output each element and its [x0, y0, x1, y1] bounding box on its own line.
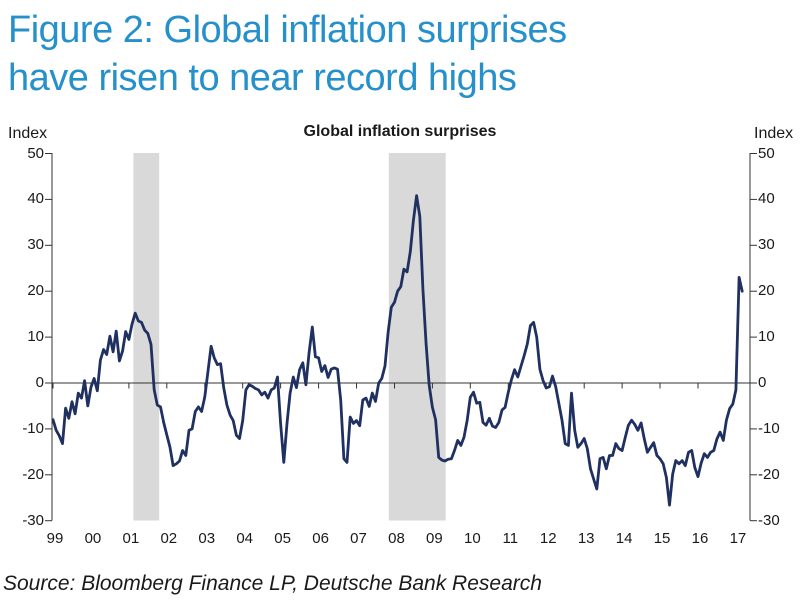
y-tick-label-right: 10 [758, 328, 775, 346]
figure-title-line1: Figure 2: Global inflation surprises [8, 9, 567, 51]
recession-band [388, 153, 446, 521]
y-axis-title-right: Index [754, 125, 794, 142]
x-tick-label: 15 [653, 530, 671, 547]
chart-title: Global inflation surprises [303, 123, 497, 140]
x-tick-label: 99 [46, 530, 64, 547]
y-tick-label-right: 20 [758, 282, 775, 300]
y-tick-label-right: 40 [758, 190, 775, 208]
recession-band [133, 153, 160, 521]
y-tick-label-left: -20 [22, 465, 44, 483]
y-tick-label-left: 20 [27, 282, 44, 300]
x-tick-label: 16 [691, 530, 709, 547]
x-tick-label: 07 [350, 530, 367, 547]
x-tick-label: 02 [160, 530, 178, 547]
figure-title-line2: have risen to near record highs [8, 57, 517, 99]
x-axis-tick-labels: 99 00 01 02 03 04 05 06 07 08 09 10 11 12 13 14 15 16 17 [0, 530, 800, 550]
y-tick-label-right: 30 [758, 236, 775, 254]
x-tick-label: 12 [539, 530, 557, 547]
y-tick-label-left: 30 [27, 236, 44, 254]
y-tick-label-left: 10 [27, 328, 44, 346]
y-tick-label-left: 50 [27, 144, 44, 162]
y-tick-label-right: -20 [758, 465, 780, 483]
series-line [51, 194, 744, 507]
x-tick-label: 01 [122, 530, 140, 547]
x-tick-label: 08 [388, 530, 405, 547]
y-tick-label-right: -30 [758, 511, 780, 529]
source-text: Source: Bloomberg Finance LP, Deutsche B… [3, 572, 542, 595]
y-axis-tick-labels-left: 50 40 30 20 10 0 -10 -20 -30 [0, 0, 44, 606]
x-tick-label: 11 [502, 530, 519, 547]
x-tick-label: 04 [236, 530, 254, 547]
y-tick-label-left: -30 [22, 511, 44, 529]
figure-title: Figure 2: Global inflation surprises hav… [8, 6, 788, 102]
y-axis-title-left: Index [8, 125, 48, 142]
x-tick-label: 17 [729, 530, 747, 547]
x-tick-label: 05 [274, 530, 291, 547]
y-tick-label-left: -10 [22, 419, 44, 437]
y-axis-tick-labels-right: 50 40 30 20 10 0 -10 -20 -30 [758, 0, 800, 606]
y-tick-label-left: 40 [27, 190, 44, 208]
x-tick-label: 14 [615, 530, 633, 547]
y-tick-label-right: -10 [758, 419, 780, 437]
x-tick-label: 06 [312, 530, 329, 547]
y-tick-label-right: 50 [758, 144, 775, 162]
x-tick-label: 10 [463, 530, 481, 547]
x-tick-label: 00 [84, 530, 102, 547]
x-tick-label: 03 [198, 530, 216, 547]
y-tick-label-right: 0 [758, 374, 767, 391]
x-tick-label: 13 [577, 530, 595, 547]
y-tick-label-left: 0 [35, 374, 44, 391]
x-tick-label: 09 [426, 530, 443, 547]
